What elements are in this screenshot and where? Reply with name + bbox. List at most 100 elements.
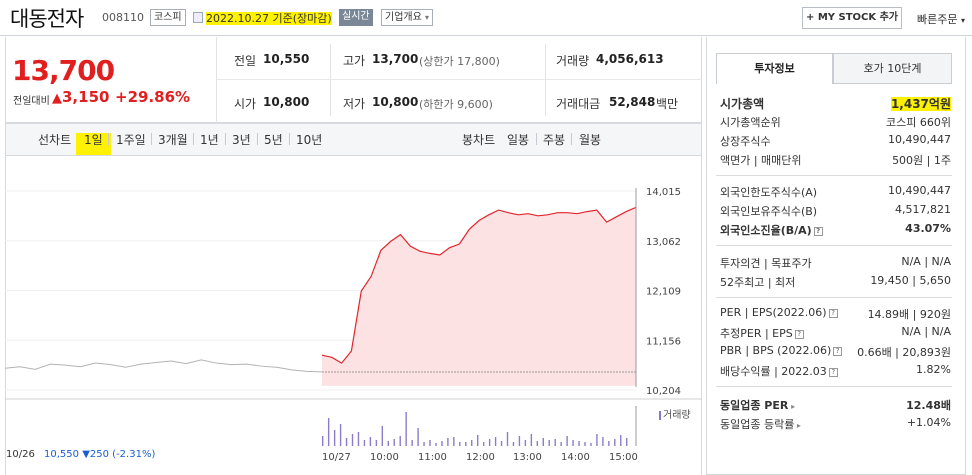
plus-icon: + xyxy=(805,12,815,23)
realtime-badge[interactable]: 실시간 xyxy=(339,9,373,26)
tab-1year[interactable]: 1년 xyxy=(200,133,219,147)
x-tick-label: 12:00 xyxy=(466,452,495,463)
foreign-rate-label: 외국인소진율(B/A)? xyxy=(720,222,823,238)
lower-limit: (하한가 9,600) xyxy=(419,98,493,111)
volume-bar xyxy=(381,426,384,446)
open-value: 10,800 xyxy=(263,95,310,109)
volume-bar xyxy=(333,430,336,446)
volume-bar xyxy=(542,438,544,446)
volume-bar xyxy=(369,437,372,446)
x-axis-labels: 10/27 10:00 11:00 12:00 13:00 14:00 15:00 xyxy=(322,452,638,463)
week52-label: 52주최고 | 최저 xyxy=(720,276,796,289)
trade-amount-label: 거래대금 xyxy=(556,97,601,111)
y-tick-label: 12,109 xyxy=(646,287,681,298)
current-price: 13,700 xyxy=(12,54,115,87)
tab-daily-candle[interactable]: 일봉 xyxy=(507,133,530,147)
volume-bar xyxy=(322,436,324,446)
low-value: 10,800 xyxy=(372,95,419,109)
tab-3year[interactable]: 3년 xyxy=(232,133,251,147)
volume-bar xyxy=(423,442,425,446)
foreign-rate-value: 43.07% xyxy=(905,222,951,235)
tab-1week[interactable]: 1주일 xyxy=(116,133,146,147)
foreign-limit-label: 외국인한도주식수(A) xyxy=(720,186,818,199)
market-cap-value: 1,437억원 xyxy=(890,97,951,111)
tab-5year[interactable]: 5년 xyxy=(264,133,283,147)
y-tick-label: 11,156 xyxy=(646,336,681,347)
my-stock-add-button[interactable]: + MY STOCK 추가 xyxy=(802,7,902,29)
foreign-limit-value: 10,490,447 xyxy=(888,184,951,197)
intraday-chart-svg: 14,015 13,062 12,109 11,156 10,204 10/27 10:0… xyxy=(4,187,702,463)
face-value-value: 500원 | 1주 xyxy=(892,154,951,167)
base-date: 2022.10.27 기준(장마감) xyxy=(206,12,332,25)
calendar-icon xyxy=(193,12,203,23)
industry-rate-value: +1.04% xyxy=(906,416,951,429)
volume-bar xyxy=(554,439,556,446)
volume-bar xyxy=(596,434,598,446)
help-icon[interactable]: ? xyxy=(828,367,838,377)
cap-rank-label: 시가총액순위 xyxy=(720,116,781,129)
help-icon[interactable]: ? xyxy=(833,346,843,356)
volume-bar xyxy=(435,443,437,446)
pbr-bps-value: 0.66배 | 20,893원 xyxy=(857,346,951,359)
foreign-hold-label: 외국인보유주식수(B) xyxy=(720,205,818,218)
header-bar: 대동전자 008110 코스피 2022.10.27 기준(장마감) 실시간 기… xyxy=(0,0,972,36)
quick-order-button[interactable]: 빠른주문 ▾ xyxy=(917,13,965,26)
help-icon[interactable]: ? xyxy=(794,329,804,339)
help-icon[interactable]: ? xyxy=(828,308,838,318)
volume-legend: 거래량 xyxy=(659,406,691,421)
company-overview-dropdown[interactable]: 기업개요 ▾ xyxy=(381,9,434,26)
price-change-percent: +29.86% xyxy=(115,88,191,106)
x-tick-label: 10/27 xyxy=(322,452,351,463)
company-name: 대동전자 xyxy=(10,7,84,31)
tab-weekly-candle[interactable]: 주봉 xyxy=(543,133,566,147)
volume-bar xyxy=(608,441,610,446)
industry-rate-label[interactable]: 동일업종 등락률 ▸ xyxy=(720,418,801,431)
y-tick-label: 14,015 xyxy=(646,187,681,198)
opinion-value: N/A | N/A xyxy=(901,255,951,268)
y-axis-labels: 14,015 13,062 12,109 11,156 10,204 xyxy=(646,187,681,397)
tab-3month[interactable]: 3개월 xyxy=(158,133,188,147)
volume-bar xyxy=(512,442,515,446)
volume-bar xyxy=(393,439,395,446)
volume-bar xyxy=(488,439,491,446)
tab-10year[interactable]: 10년 xyxy=(296,133,323,147)
volume-bar xyxy=(524,440,527,446)
chevron-down-icon: ▾ xyxy=(960,16,965,25)
low-label: 저가 xyxy=(343,97,366,111)
foreign-hold-value: 4,517,821 xyxy=(895,203,951,216)
x-tick-label: 15:00 xyxy=(609,452,638,463)
volume-bar xyxy=(536,441,539,446)
est-per-label: 추정PER | EPS? xyxy=(720,325,804,341)
industry-per-label[interactable]: 동일업종 PER ▸ xyxy=(720,399,796,412)
dividend-label: 배당수익률 | 2022.03? xyxy=(720,363,838,379)
volume-bar xyxy=(614,439,616,446)
volume-bar xyxy=(441,441,443,446)
per-eps-label: PER | EPS(2022.06)? xyxy=(720,306,838,319)
tab-1day[interactable]: 1일 xyxy=(76,131,111,155)
prev-day-line xyxy=(4,359,323,373)
volume-bar xyxy=(518,436,521,446)
volume-bar xyxy=(453,437,455,446)
help-icon[interactable]: ? xyxy=(813,226,823,236)
est-per-value: N/A | N/A xyxy=(901,325,951,338)
volume-bar xyxy=(363,440,366,446)
x-tick-label: 14:00 xyxy=(561,452,590,463)
volume-bar xyxy=(477,435,479,446)
pbr-bps-label: PBR | BPS (2022.06)? xyxy=(720,344,843,357)
price-line xyxy=(321,206,637,364)
open-label: 시가 xyxy=(234,97,257,111)
volume-bar xyxy=(578,441,580,446)
tab-investment-info[interactable]: 투자정보 xyxy=(716,53,833,84)
high-label: 고가 xyxy=(343,54,366,68)
trade-amount-unit: 백만 xyxy=(656,97,679,111)
tab-monthly-candle[interactable]: 월봉 xyxy=(579,133,602,147)
volume-bar xyxy=(411,440,413,446)
volume-label: 거래량 xyxy=(556,54,590,68)
volume-bar xyxy=(590,443,592,446)
price-area xyxy=(322,207,636,386)
y-tick-label: 13,062 xyxy=(646,237,681,248)
volume-bar xyxy=(405,412,407,446)
face-value-label: 액면가 | 매매단위 xyxy=(720,154,802,167)
tab-hoga-10[interactable]: 호가 10단계 xyxy=(833,53,952,84)
y-tick-label: 10,204 xyxy=(646,386,681,397)
